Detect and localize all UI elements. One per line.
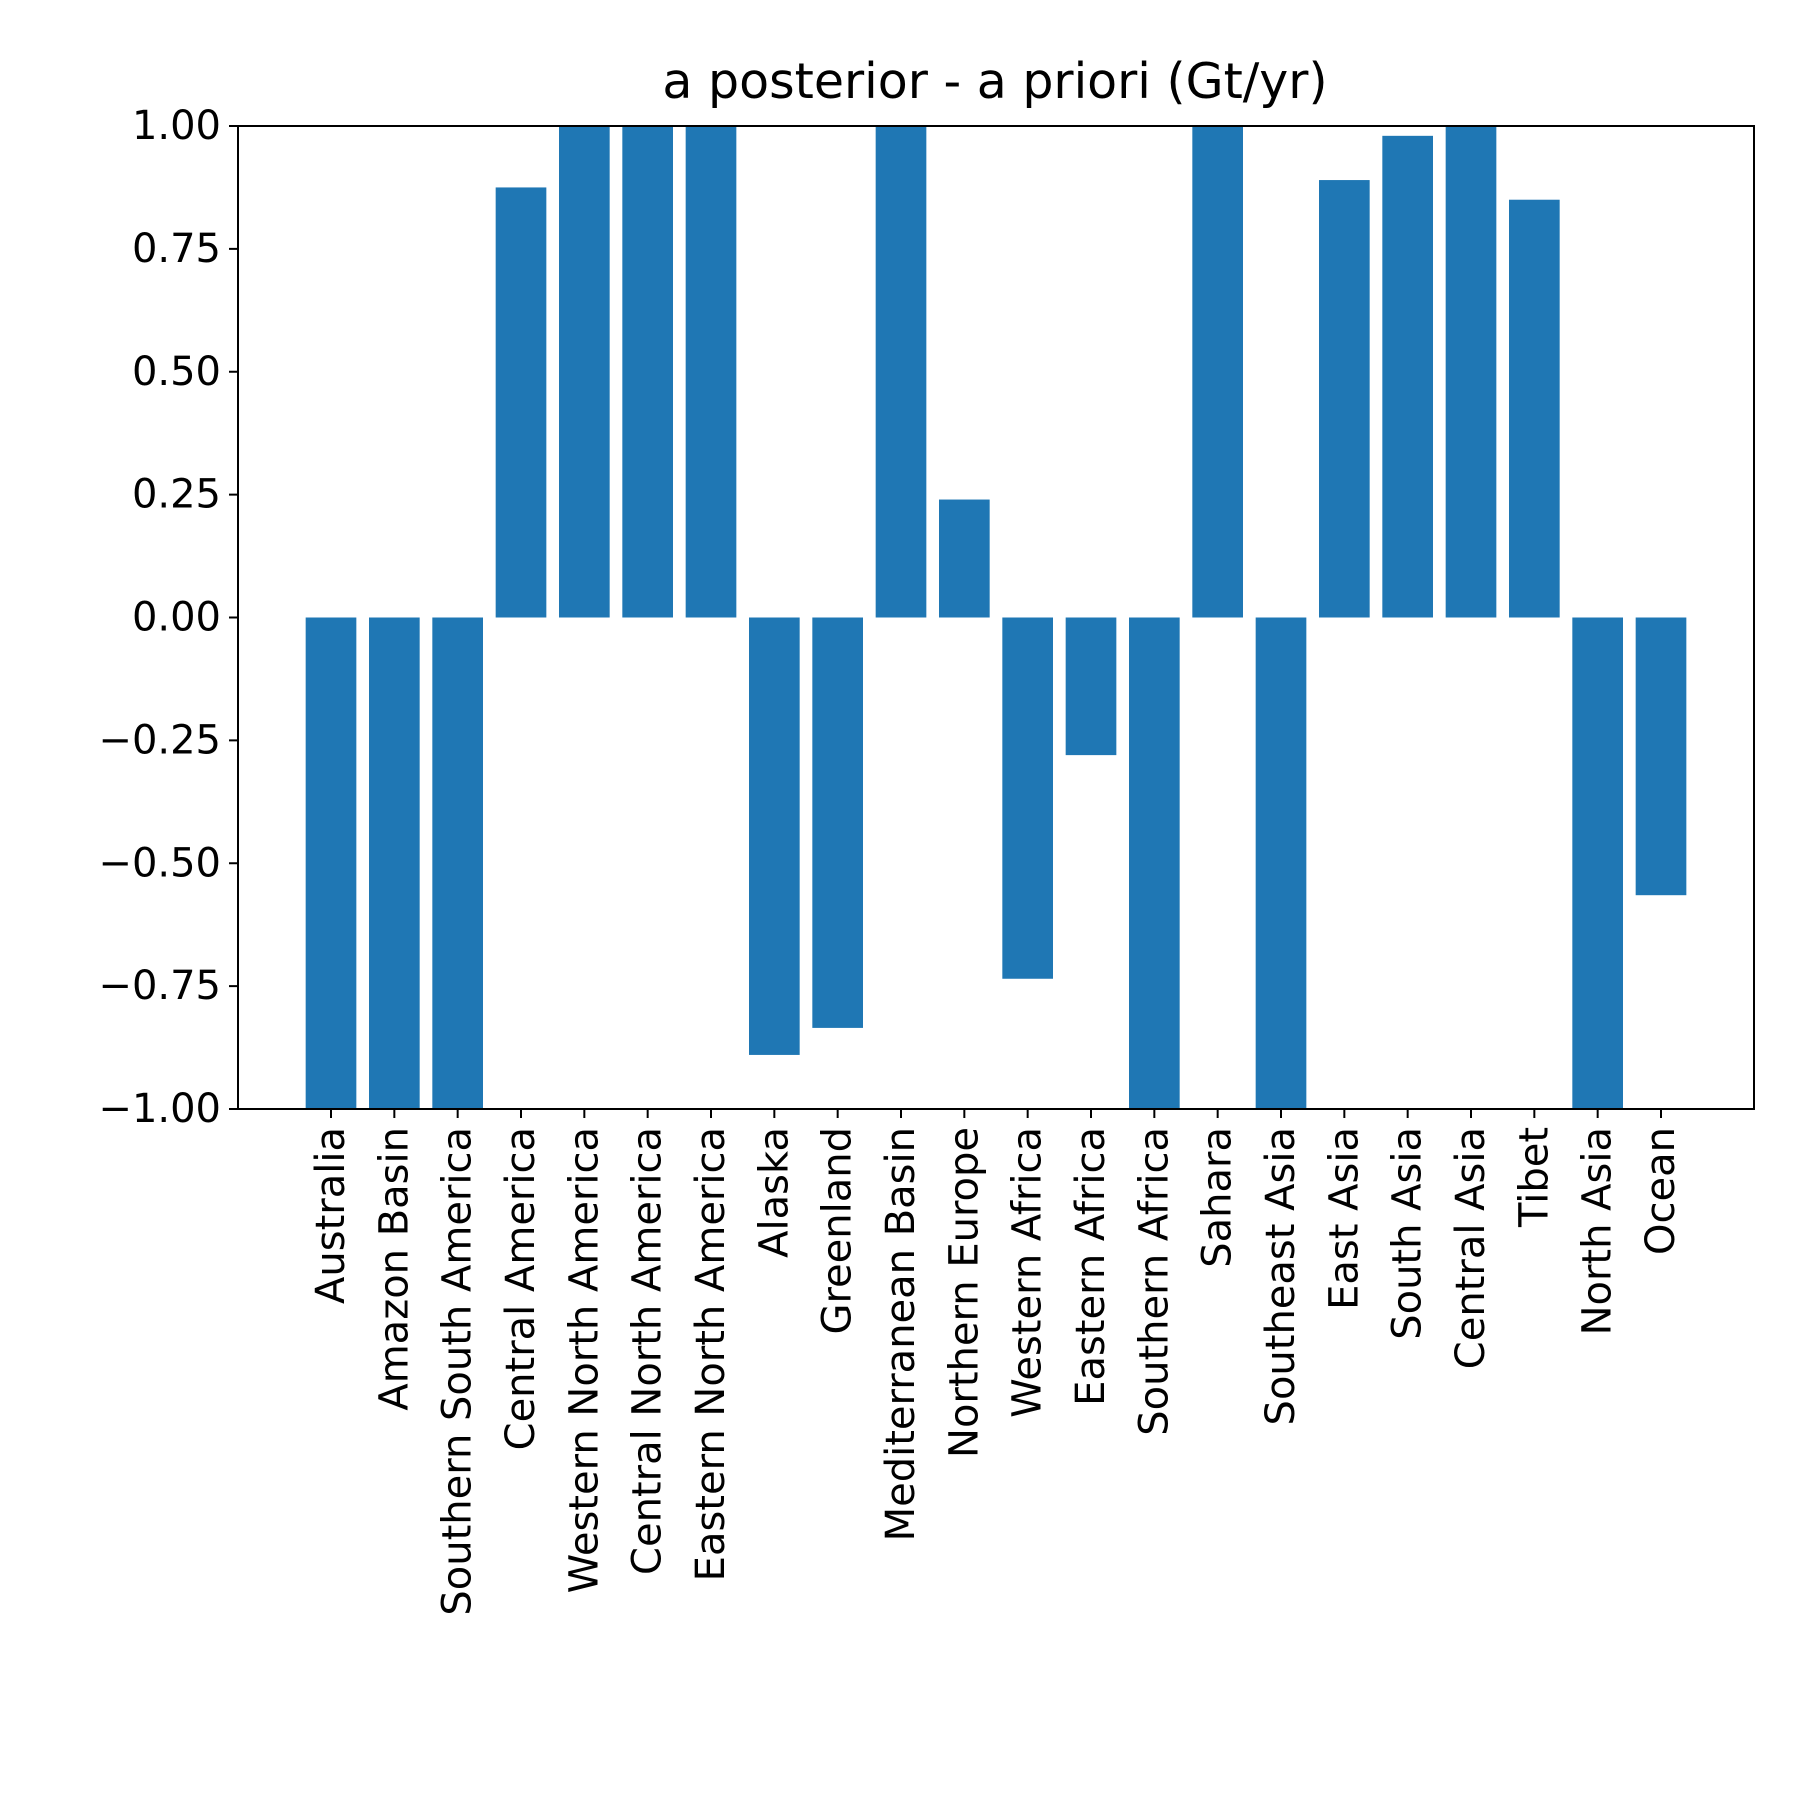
bar-australia [305, 617, 357, 1109]
y-tick-label: 0.00 [132, 595, 221, 641]
bar-southern-south-america [432, 617, 483, 1109]
bar-north-asia [1572, 617, 1623, 1109]
y-tick-label: −1.00 [98, 1086, 221, 1132]
bar-greenland [812, 617, 863, 1028]
y-axis: −1.00 −0.75 −0.50 −0.25 0.00 0.25 0.50 0.75 1.00 [98, 103, 238, 1132]
x-tick-label: Western Africa [1005, 1127, 1051, 1418]
x-tick-label: Alaska [751, 1127, 797, 1258]
x-tick-label: East Asia [1321, 1127, 1367, 1310]
chart-title: a posterior - a priori (Gt/yr) [662, 53, 1327, 110]
bar-tibet [1509, 199, 1560, 618]
bar-east-asia [1319, 180, 1370, 618]
x-tick-label: Central Asia [1448, 1127, 1494, 1369]
x-tick-label: Western North America [561, 1127, 607, 1593]
x-tick-label: Northern Europe [941, 1127, 987, 1458]
x-axis: Australia Amazon Basin Southern South Amer… [308, 1109, 1684, 1616]
bar-central-america [495, 187, 547, 618]
bar-alaska [749, 617, 800, 1055]
x-tick-label: Eastern Africa [1068, 1127, 1114, 1406]
bar-eastern-africa [1065, 617, 1117, 756]
x-tick-label: Southern South America [435, 1127, 481, 1616]
bars-layer [305, 126, 1687, 1109]
bar-western-africa [1002, 617, 1053, 979]
x-tick-label: Sahara [1195, 1127, 1241, 1268]
x-tick-label: Southern Africa [1131, 1127, 1177, 1436]
y-tick-label: 0.75 [132, 226, 221, 272]
bar-central-north-america [622, 126, 673, 618]
bar-southeast-asia [1255, 617, 1307, 1109]
plot-frame [237, 125, 1755, 1110]
x-tick-label: Central North America [625, 1127, 671, 1575]
bar-amazon-basin [369, 617, 420, 1109]
bar-western-north-america [559, 126, 610, 618]
x-tick-label: Eastern North America [688, 1127, 734, 1581]
x-tick-label: Mediterranean Basin [878, 1127, 924, 1541]
y-tick-label: −0.25 [98, 717, 221, 763]
x-tick-label: Central America [498, 1127, 544, 1450]
y-tick-label: 0.50 [132, 349, 221, 395]
x-tick-label: Australia [308, 1127, 354, 1304]
x-tick-label: Southeast Asia [1258, 1127, 1304, 1425]
bar-eastern-north-america [685, 126, 737, 618]
y-tick-label: −0.75 [98, 963, 221, 1009]
x-tick-label: North Asia [1575, 1127, 1621, 1335]
bar-mediterranean-basin [875, 126, 927, 618]
bar-northern-europe [939, 499, 990, 618]
x-tick-label: Ocean [1638, 1127, 1684, 1255]
bar-southern-africa [1129, 617, 1180, 1109]
x-tick-label: Amazon Basin [371, 1127, 417, 1411]
bar-ocean [1635, 617, 1687, 896]
y-tick-label: −0.50 [98, 840, 221, 886]
bar-central-asia [1445, 126, 1497, 618]
y-tick-label: 0.25 [132, 472, 221, 518]
x-tick-label: South Asia [1385, 1127, 1431, 1340]
bar-south-asia [1382, 135, 1433, 618]
y-tick-label: 1.00 [132, 103, 221, 149]
x-tick-label: Tibet [1511, 1127, 1557, 1228]
x-tick-label: Greenland [815, 1127, 861, 1335]
bar-sahara [1192, 126, 1243, 618]
